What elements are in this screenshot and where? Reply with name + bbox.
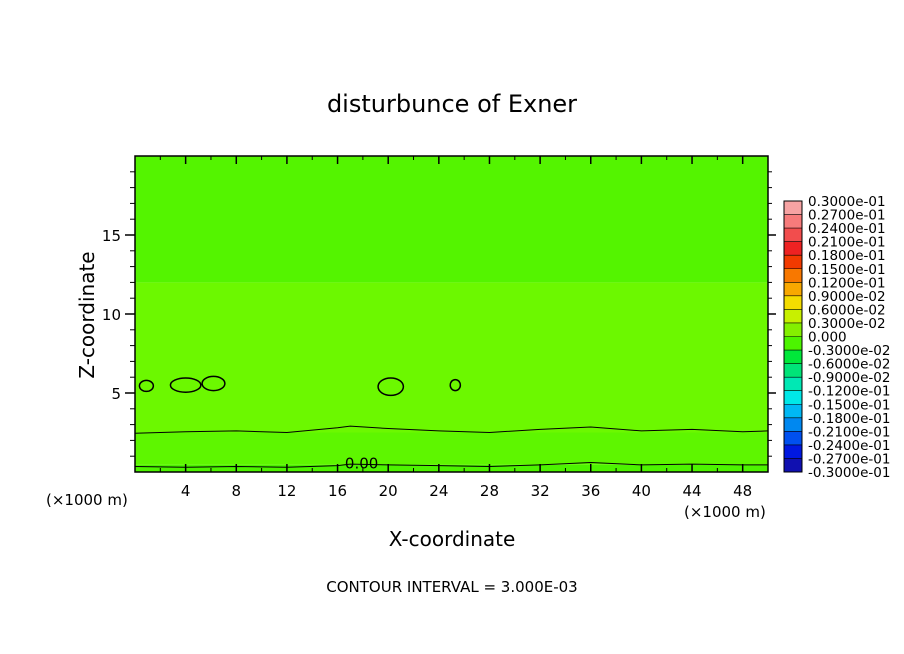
colorbar-swatch [784,363,802,378]
field-band-2 [135,282,768,433]
colorbar-swatch [784,322,802,337]
x-tick-label: 44 [682,482,701,500]
colorbar-label: -0.2100e-01 [808,424,890,440]
contour-loop-3 [377,377,405,397]
x-unit-right: (×1000 m) [684,503,766,521]
colorbar-label: 0.2100e-01 [808,235,886,251]
contour-line-1 [134,425,769,434]
colorbar-label: -0.1200e-01 [808,384,890,400]
colorbar-swatch [784,431,802,446]
colorbar-swatch [784,444,802,459]
colorbar-swatch [784,404,802,419]
colorbar-label: 0.3000e-02 [808,316,886,332]
y-axis-ticks: 5 10 15 [102,171,776,457]
colorbar-label: 0.3000e-01 [808,194,886,210]
y-tick-label: 10 [102,306,121,324]
colorbar-label: 0.000 [808,330,847,346]
contour-loop-4 [449,378,462,392]
field-band-3 [135,156,768,283]
x-axis-label: X-coordinate [389,527,516,551]
colorbar-swatch [784,228,802,243]
colorbar-label: 0.2700e-01 [808,208,886,224]
y-tick-label: 15 [102,227,121,245]
colorbar-swatch [784,241,802,256]
colorbar-swatch [784,309,802,324]
colorbar-swatch [784,268,802,283]
colorbar-label: -0.2700e-01 [808,451,890,467]
colorbar-swatch [784,458,802,473]
colorbar-label: 0.2400e-01 [808,221,886,237]
y-axis-label: Z-coordinate [75,251,99,378]
colorbar-swatch [784,417,802,432]
x-tick-label: 40 [632,482,651,500]
contour-field [135,156,768,472]
x-tick-label: 28 [480,482,499,500]
colorbar-swatch [784,282,802,297]
colorbar-label: 0.1800e-01 [808,248,886,264]
colorbar-label: -0.2400e-01 [808,438,890,454]
x-tick-label: 8 [232,482,242,500]
x-tick-label: 36 [581,482,600,500]
contour-loop-2 [201,375,226,392]
colorbar-label: 0.6000e-02 [808,302,886,318]
x-tick-label: 20 [379,482,398,500]
x-tick-label: 12 [277,482,296,500]
colorbar-swatch [784,295,802,310]
colorbar: 0.3000e-010.2700e-010.2400e-010.2100e-01… [783,194,890,481]
colorbar-label: -0.1500e-01 [808,397,890,413]
colorbar-label: 0.9000e-02 [808,289,886,305]
colorbar-label: -0.1800e-01 [808,411,890,427]
colorbar-swatch [784,377,802,392]
colorbar-swatch [784,214,802,229]
colorbar-swatch [784,255,802,270]
colorbar-label: -0.3000e-01 [808,465,890,481]
x-tick-label: 48 [733,482,752,500]
contour-loop-0 [138,379,155,393]
colorbar-swatch [784,336,802,351]
contour-loop-1 [169,377,202,393]
colorbar-label: 0.1500e-01 [808,262,886,278]
field-band-1 [135,432,768,465]
colorbar-label: 0.1200e-01 [808,275,886,291]
x-unit-left: (×1000 m) [46,491,128,509]
colorbar-label: -0.6000e-02 [808,357,890,373]
colorbar-label: -0.9000e-02 [808,370,890,386]
x-tick-label: 32 [531,482,550,500]
field-band-0 [135,464,768,472]
contour-interval-note: CONTOUR INTERVAL = 3.000E-03 [326,578,577,596]
colorbar-label: -0.3000e-02 [808,343,890,359]
x-tick-label: 4 [181,482,191,500]
colorbar-swatch [784,390,802,405]
colorbar-swatch [784,350,802,365]
colorbar-swatch [784,201,802,216]
y-tick-label: 5 [111,385,121,403]
chart-title: disturbunce of Exner [327,90,577,118]
x-axis-ticks: 4 8 12 16 20 24 28 32 36 40 44 48 [159,156,752,500]
x-tick-label: 24 [429,482,448,500]
x-tick-label: 16 [328,482,347,500]
contour-zero-label: 0.00 [345,454,378,472]
